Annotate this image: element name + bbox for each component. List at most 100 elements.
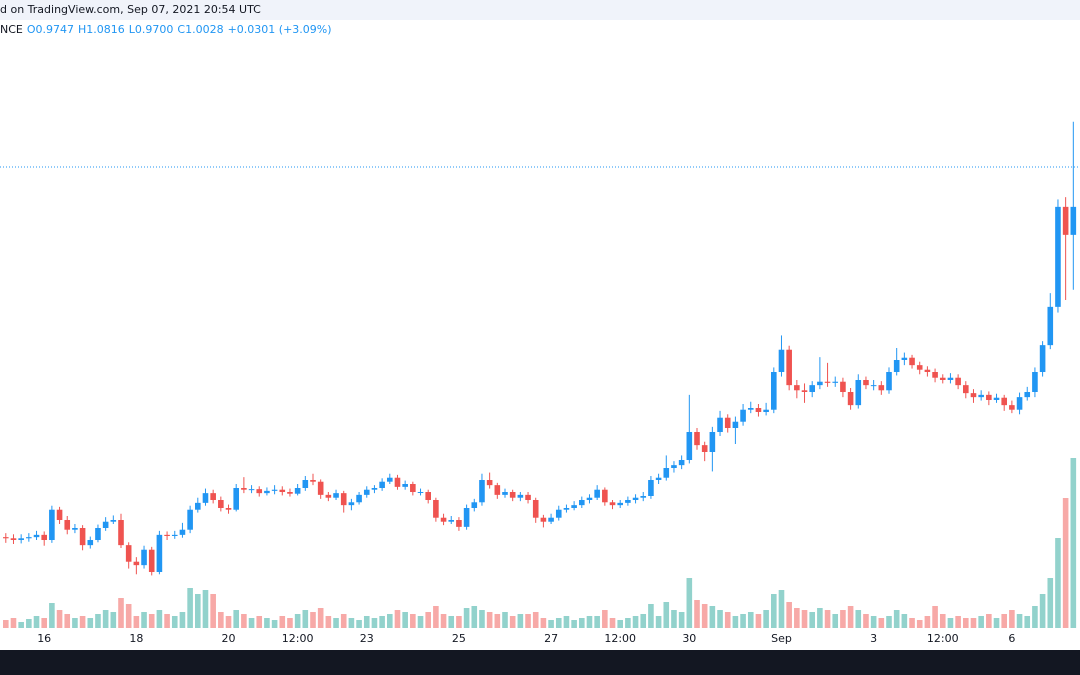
volume-bar [532,612,539,628]
volume-bar [755,614,762,628]
candle-body [425,492,431,500]
candle-body [302,480,309,488]
volume-bar [271,620,278,628]
volume-bar [901,614,908,628]
volume-bar [978,616,984,628]
x-tick-label: 3 [870,632,877,645]
volume-bar [571,620,577,628]
candle-body [210,493,216,500]
candle-body [402,484,408,487]
candle-body [294,488,301,494]
volume-bar [932,606,938,628]
candle-body [356,494,362,503]
volume-bar [847,606,854,628]
volume-bar [1055,538,1061,628]
volume-bar [95,614,101,628]
ohlc-open: O0.9747 [26,23,75,36]
volume-bar [363,616,370,628]
candle-body [494,485,501,495]
candle-body [648,480,654,496]
volume-bar [110,612,117,628]
candle-body [909,357,915,366]
candle-body [218,500,224,508]
volume-bar [18,622,24,628]
x-tick-label: 12:00 [927,632,959,645]
volume-bar [625,618,631,628]
candle-body [325,494,332,498]
volume-bar [164,614,170,628]
volume-bar [102,610,109,628]
candle-body [26,537,32,539]
candle-body [271,489,278,491]
volume-bar [855,610,862,628]
volume-bar [663,602,670,628]
candle-body [709,432,716,452]
volume-bar [302,610,309,628]
candle-body [387,477,393,482]
volume-bar [517,614,524,628]
x-tick-label: 25 [452,632,466,645]
volume-bar [1032,606,1038,628]
candle-body [740,409,746,422]
candle-body [179,529,186,535]
volume-bar [801,610,808,628]
candle-body [840,381,846,392]
candle-body [371,488,378,490]
candle-body [456,520,462,527]
candle-body [340,493,347,506]
volume-bar [671,610,677,628]
volume-bar [686,578,693,628]
volume-bar [694,600,700,628]
candle-body [847,392,854,406]
volume-bar [732,616,739,628]
candle-body [655,477,662,480]
volume-bar [471,606,478,628]
volume-bar [241,614,247,628]
volume-bar [310,612,316,628]
candle-body [125,545,132,562]
volume-bar [379,616,385,628]
volume-bar [340,614,347,628]
volume-bar [394,610,401,628]
candle-body [824,381,831,383]
candle-body [1032,372,1038,392]
volume-bar [1016,614,1023,628]
volume-bar [878,618,885,628]
candle-body [947,377,954,380]
volume-bar [678,612,685,628]
candle-body [1070,206,1077,235]
volume-bar [886,616,892,628]
x-tick-label: 20 [222,632,236,645]
candle-body [924,369,931,372]
volume-bar [133,616,140,628]
x-tick-label: 12:00 [604,632,636,645]
candle-body [525,494,531,500]
volume-bar [479,610,485,628]
candle-body [33,534,40,538]
candle-body [118,520,124,546]
candle-body [256,489,263,494]
ohlc-low: L0.9700 [128,23,174,36]
volume-bar [709,606,716,628]
volume-bar [763,610,769,628]
candle-body [625,500,631,503]
candle-body [225,508,232,510]
candle-body [963,385,969,394]
candle-body [548,517,554,522]
volume-bar [325,616,332,628]
volume-bar [148,614,155,628]
volume-bar [1039,594,1046,628]
candle-body [233,488,239,510]
candle-body [724,417,731,428]
volume-bar [264,618,270,628]
volume-bar [463,608,470,628]
volume-bar [832,614,839,628]
candle-body [886,372,892,391]
volume-bar [348,618,355,628]
volume-bar [1047,578,1054,628]
volume-bar [970,618,977,628]
volume-bar [870,616,877,628]
candle-body [863,380,869,386]
candle-body [479,480,485,503]
bottom-bar [0,650,1080,675]
